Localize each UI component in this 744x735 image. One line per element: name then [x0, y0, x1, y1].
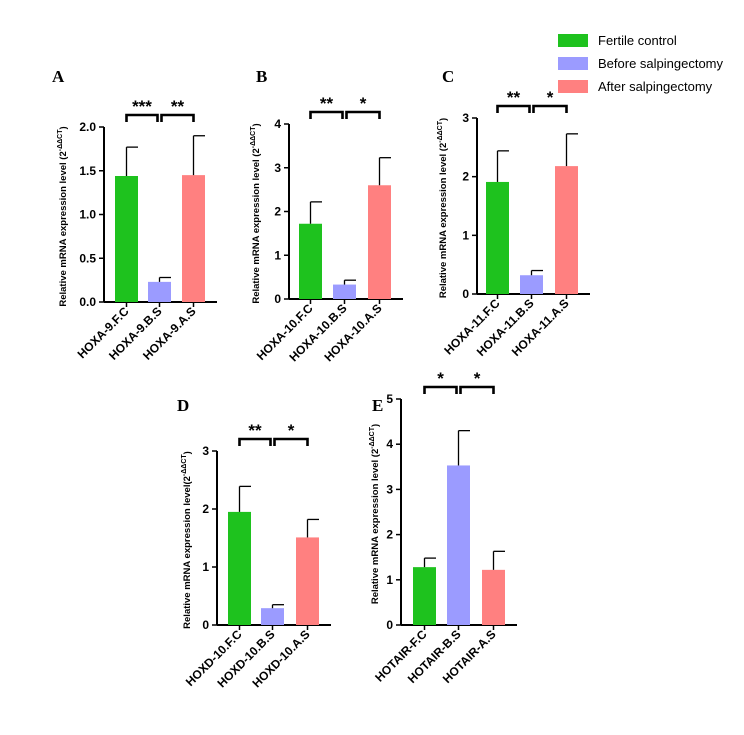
- panel-letter: B: [256, 67, 267, 86]
- y-axis-label-main: Relative mRNA expression level (2: [58, 151, 69, 306]
- category-label-0: HOXD-10.F.C: [183, 627, 245, 689]
- y-axis-label-main: Relative mRNA expression level (2: [438, 143, 449, 298]
- panel-letter: E: [372, 396, 383, 415]
- significance-bracket-0: [238, 437, 272, 446]
- y-tick-label: 3: [202, 444, 209, 458]
- significance-label-1: *: [474, 369, 481, 388]
- panel-c: C0123HOXA-11.F.CHOXA-11.B.SHOXA-11.A.SRe…: [437, 67, 590, 359]
- significance-bracket-0: [125, 113, 159, 122]
- panels: A0.00.51.01.52.0HOXA-9.F.CHOXA-9.B.SHOXA…: [52, 67, 590, 690]
- significance-bracket-0: [309, 110, 344, 119]
- significance-bracket-1: [273, 437, 309, 446]
- bar-0: [115, 176, 138, 302]
- significance-label-0: **: [507, 88, 521, 107]
- y-axis-label: Relative mRNA expression level(2-ΔΔCT): [181, 451, 193, 629]
- panel-letter: C: [442, 67, 454, 86]
- y-tick-label: 3: [386, 482, 393, 496]
- y-tick-label: 2: [462, 170, 469, 184]
- y-axis-label-end: ): [182, 451, 193, 454]
- y-tick-label: 1.5: [79, 164, 96, 178]
- panel-e: E012345HOTAIR-F.CHOTAIR-B.SHOTAIR-A.SRel…: [369, 369, 517, 686]
- significance-label-0: *: [437, 369, 444, 388]
- y-axis-label-main: Relative mRNA expression level(2: [182, 476, 193, 629]
- significance-bracket-0: [496, 104, 531, 113]
- significance-bracket-1: [532, 104, 568, 113]
- bar-1: [261, 608, 284, 625]
- y-tick-label: 2: [202, 502, 209, 516]
- y-tick-label: 5: [386, 392, 393, 406]
- y-tick-label: 1: [202, 560, 209, 574]
- panel-d: D0123HOXD-10.F.CHOXD-10.B.SHOXD-10.A.SRe…: [177, 396, 331, 690]
- y-tick-label: 1.0: [79, 208, 96, 222]
- y-axis-label-sup: -ΔΔCT: [57, 129, 64, 151]
- significance-label-1: **: [171, 97, 185, 116]
- y-tick-label: 1: [274, 248, 281, 262]
- y-tick-label: 2: [274, 205, 281, 219]
- significance-label-1: *: [288, 421, 295, 440]
- significance-label-0: **: [248, 421, 262, 440]
- panel-a: A0.00.51.01.52.0HOXA-9.F.CHOXA-9.B.SHOXA…: [52, 67, 217, 363]
- y-axis-label-sup: -ΔΔCT: [437, 120, 444, 142]
- legend: Fertile control Before salpingectomy After…: [558, 33, 724, 94]
- y-axis-label: Relative mRNA expression level (2-ΔΔCT): [437, 118, 449, 298]
- y-axis-label-main: Relative mRNA expression level (2: [251, 148, 262, 303]
- y-tick-label: 0: [274, 292, 281, 306]
- bar-2: [296, 537, 319, 625]
- y-tick-label: 4: [386, 437, 393, 451]
- bar-0: [486, 181, 509, 294]
- y-tick-label: 0: [386, 618, 393, 632]
- legend-swatch-1: [558, 57, 588, 70]
- panel-b: B01234HOXA-10.F.CHOXA-10.B.SHOXA-10.A.SR…: [250, 67, 403, 364]
- y-tick-label: 0: [462, 287, 469, 301]
- y-axis-label: Relative mRNA expression level (2-ΔΔCT): [369, 424, 381, 604]
- legend-label-0: Fertile control: [598, 33, 677, 48]
- y-axis-label-sup: -ΔΔCT: [250, 126, 257, 148]
- bar-1: [520, 275, 543, 294]
- y-axis-label-end: ): [251, 123, 262, 126]
- significance-label-1: *: [360, 94, 367, 113]
- significance-label-0: ***: [132, 97, 152, 116]
- panel-letter: A: [52, 67, 65, 86]
- y-tick-label: 2.0: [79, 120, 96, 134]
- legend-label-1: Before salpingectomy: [598, 56, 724, 71]
- y-axis-label-end: ): [58, 126, 69, 129]
- y-tick-label: 0: [202, 618, 209, 632]
- significance-label-1: *: [547, 88, 554, 107]
- bar-2: [555, 166, 578, 294]
- panel-letter: D: [177, 396, 189, 415]
- y-tick-label: 3: [462, 111, 469, 125]
- y-tick-label: 4: [274, 117, 281, 131]
- significance-bracket-0: [423, 385, 458, 394]
- y-tick-label: 3: [274, 161, 281, 175]
- significance-bracket-1: [345, 110, 381, 119]
- y-tick-label: 0.0: [79, 295, 96, 309]
- bar-0: [413, 567, 436, 625]
- legend-label-2: After salpingectomy: [598, 79, 713, 94]
- bar-2: [368, 185, 391, 299]
- legend-swatch-2: [558, 80, 588, 93]
- legend-swatch-0: [558, 34, 588, 47]
- y-axis-label-sup: -ΔΔCT: [369, 426, 376, 448]
- y-axis-label: Relative mRNA expression level (2-ΔΔCT): [57, 126, 69, 306]
- bar-1: [333, 284, 356, 299]
- significance-bracket-1: [160, 113, 195, 122]
- y-tick-label: 1: [462, 228, 469, 242]
- y-axis-label: Relative mRNA expression level (2-ΔΔCT): [250, 123, 262, 303]
- significance-label-0: **: [320, 94, 334, 113]
- bar-1: [447, 465, 470, 625]
- bar-2: [182, 175, 205, 302]
- y-tick-label: 0.5: [79, 251, 96, 265]
- y-axis-label-end: ): [370, 424, 381, 427]
- bar-1: [148, 281, 171, 302]
- y-tick-label: 2: [386, 528, 393, 542]
- bar-0: [299, 223, 322, 299]
- y-axis-label-main: Relative mRNA expression level (2: [370, 449, 381, 604]
- bar-2: [482, 569, 505, 625]
- y-axis-label-sup: -ΔΔCT: [181, 454, 188, 476]
- y-tick-label: 1: [386, 573, 393, 587]
- bar-0: [228, 511, 251, 625]
- significance-bracket-1: [459, 385, 495, 394]
- y-axis-label-end: ): [438, 118, 449, 121]
